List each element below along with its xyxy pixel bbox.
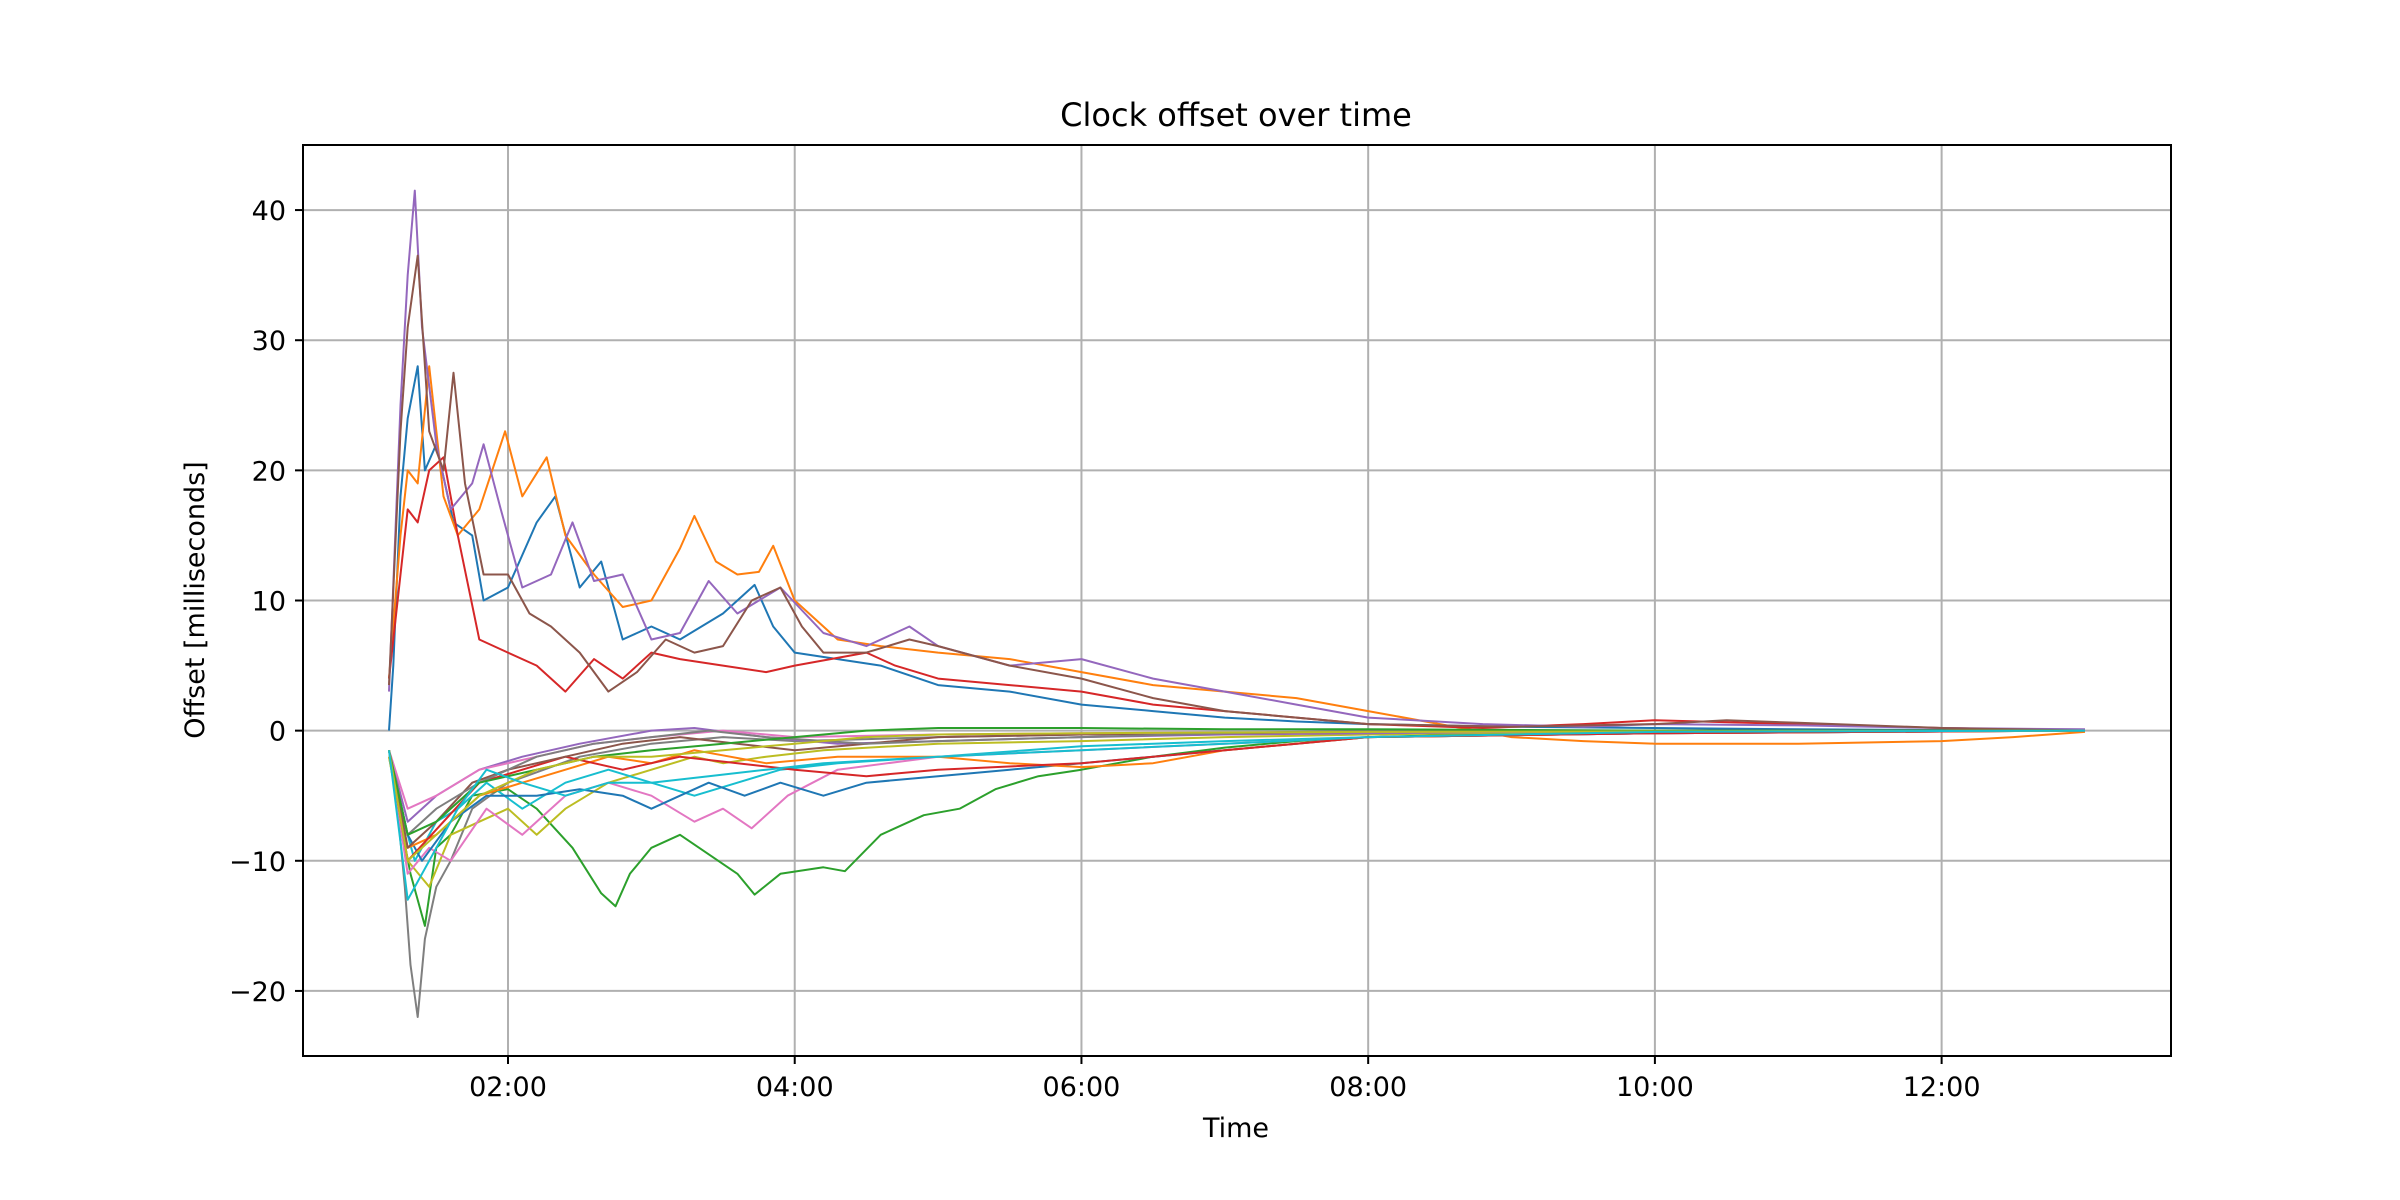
x-tick-label: 02:00 [469,1072,547,1103]
grid [303,145,2171,1056]
y-tick-label: 40 [252,196,286,227]
x-tick-label: 08:00 [1329,1072,1407,1103]
y-tick-label: 20 [252,456,286,487]
y-tick-label: 30 [252,326,286,357]
y-tick-label: 0 [269,717,286,748]
series-line-3 [388,456,2086,732]
y-axis-label: Offset [milliseconds] [180,461,211,738]
y-tick-label: −10 [229,847,286,878]
x-tick-label: 06:00 [1043,1072,1121,1103]
x-tick-label: 04:00 [756,1072,834,1103]
x-tick-label: 10:00 [1616,1072,1694,1103]
series-line-19 [388,729,2086,862]
series-line-4 [388,189,2086,731]
y-tick-label: −20 [229,977,286,1008]
x-axis: 02:00 04:00 06:00 08:00 10:00 12:00 [469,1056,1981,1103]
series-line-7 [388,729,2085,927]
chart-title: Clock offset over time [1060,96,1412,134]
y-tick-label: 10 [252,587,286,618]
series-line-17 [388,729,2085,836]
series-line-5 [388,254,2086,732]
x-axis-label: Time [1202,1113,1269,1144]
y-axis: −20 −10 0 10 20 30 40 [229,196,303,1008]
series-line-18 [388,727,2085,836]
plot-area [388,189,2086,1018]
series-line-1 [388,365,2086,732]
series-line-8 [388,729,2085,888]
x-tick-label: 12:00 [1903,1072,1981,1103]
series-line-20 [388,729,2086,901]
